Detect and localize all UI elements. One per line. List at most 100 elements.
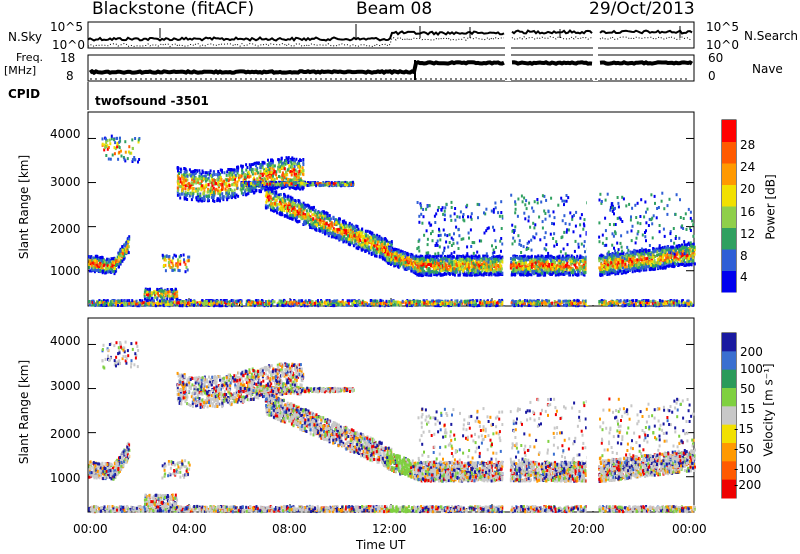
power-cell-1380 — [197, 195, 200, 199]
power-cell-1332 — [226, 170, 229, 174]
power-cell-2894 — [283, 195, 285, 199]
power-cell-1528 — [219, 189, 222, 192]
power-cell-4752 — [543, 264, 546, 268]
power-cell-1359 — [248, 167, 251, 171]
power-cell-790 — [207, 172, 209, 176]
power-cell-271 — [101, 255, 103, 259]
power-cell-644 — [251, 172, 254, 176]
power-cell-4521 — [511, 265, 514, 269]
power-cell-2333 — [295, 210, 298, 213]
power-cell-281 — [115, 264, 118, 267]
power-cell-3909 — [495, 263, 498, 267]
power-cell-4725 — [512, 255, 515, 259]
power-cell-2797 — [320, 212, 323, 216]
power-cell-277 — [100, 259, 103, 263]
power-cell-556 — [168, 263, 171, 267]
power-cell-1118 — [223, 182, 226, 186]
power-cell-4633 — [582, 268, 585, 272]
power-cell-1932 — [312, 182, 314, 186]
power-cell-322 — [110, 137, 113, 141]
power-cell-1004 — [194, 189, 197, 193]
power-cell-1906 — [337, 181, 340, 185]
power-cell-177 — [117, 260, 120, 264]
power-cell-4013 — [473, 266, 476, 269]
power-cell-854 — [286, 161, 289, 165]
power-cell-2562 — [307, 204, 310, 208]
power-cell-958 — [212, 196, 215, 199]
power-cell-2722 — [364, 249, 367, 253]
power-cell-252 — [120, 260, 123, 264]
power-cell-1698 — [252, 183, 254, 187]
power-cell-1327 — [225, 195, 228, 199]
power-cell-196 — [118, 255, 120, 259]
power-cell-3521 — [418, 262, 421, 266]
power-cell-1497 — [231, 168, 234, 172]
power-cell-522 — [144, 288, 147, 292]
power-cell-2902 — [272, 191, 275, 195]
power-cell-2847 — [350, 241, 353, 245]
power-cell-255 — [126, 247, 129, 251]
power-cell-3738 — [480, 273, 483, 277]
power-cell-1319 — [293, 165, 296, 168]
power-cell-4125 — [466, 268, 469, 272]
power-cell-604 — [299, 187, 302, 191]
power-cell-2868 — [321, 214, 324, 218]
power-cell-1279 — [193, 179, 196, 183]
power-cell-3920 — [468, 261, 471, 265]
power-cell-231 — [124, 244, 127, 248]
power-cell-1934 — [292, 183, 295, 187]
power-cell-254 — [95, 268, 98, 272]
power-cell-4243 — [488, 261, 491, 265]
power-cell-2774 — [375, 251, 378, 255]
power-cell-1139 — [219, 199, 221, 203]
power-cell-351 — [133, 156, 136, 159]
power-cell-874 — [298, 167, 301, 171]
power-cell-4138 — [470, 265, 473, 269]
power-cell-2523 — [355, 242, 358, 246]
power-cell-1303 — [191, 189, 194, 193]
power-cell-1355 — [225, 191, 228, 195]
power-cell-1970 — [259, 183, 262, 187]
power-cell-378 — [106, 144, 109, 148]
power-cell-1215 — [263, 176, 266, 180]
power-cell-1251 — [198, 171, 201, 175]
power-cell-1272 — [240, 174, 243, 178]
power-cell-1084 — [191, 195, 194, 199]
power-cell-1913 — [258, 181, 261, 185]
power-cell-935 — [249, 187, 251, 191]
power-cell-1336 — [225, 193, 228, 197]
power-cell-1162 — [219, 196, 222, 200]
power-cell-3748 — [498, 270, 500, 274]
power-cell-4878 — [539, 273, 541, 277]
power-cell-2560 — [308, 223, 311, 227]
power-cell-691 — [291, 170, 294, 174]
power-cell-1968 — [294, 182, 297, 185]
power-cell-3405 — [387, 246, 390, 250]
power-cell-4840 — [576, 271, 579, 274]
power-cell-2773 — [275, 209, 278, 213]
power-cell-2955 — [319, 218, 322, 222]
power-cell-1193 — [233, 183, 236, 187]
power-cell-3968 — [492, 257, 495, 261]
power-cell-2439 — [294, 199, 297, 202]
power-cell-1516 — [299, 185, 302, 189]
noise-panel-frame — [87, 21, 695, 49]
power-cell-2859 — [271, 209, 274, 213]
power-cell-1047 — [180, 175, 183, 179]
power-cell-4113 — [462, 273, 465, 277]
power-cell-4151 — [463, 260, 466, 264]
power-cell-2709 — [324, 225, 327, 229]
power-cell-4014 — [460, 267, 463, 270]
power-cell-3015 — [304, 203, 307, 207]
power-cell-2788 — [372, 236, 375, 240]
power-cell-4809 — [529, 259, 532, 262]
power-cell-642 — [201, 186, 204, 190]
power-cell-2693 — [383, 258, 386, 262]
power-cell-2936 — [280, 202, 283, 206]
power-cell-354 — [106, 147, 109, 151]
power-cell-1976 — [322, 183, 325, 187]
power-cell-4906 — [572, 259, 575, 263]
power-cell-3767 — [457, 273, 460, 277]
power-cell-1564 — [183, 173, 186, 177]
power-cell-3049 — [317, 211, 319, 215]
